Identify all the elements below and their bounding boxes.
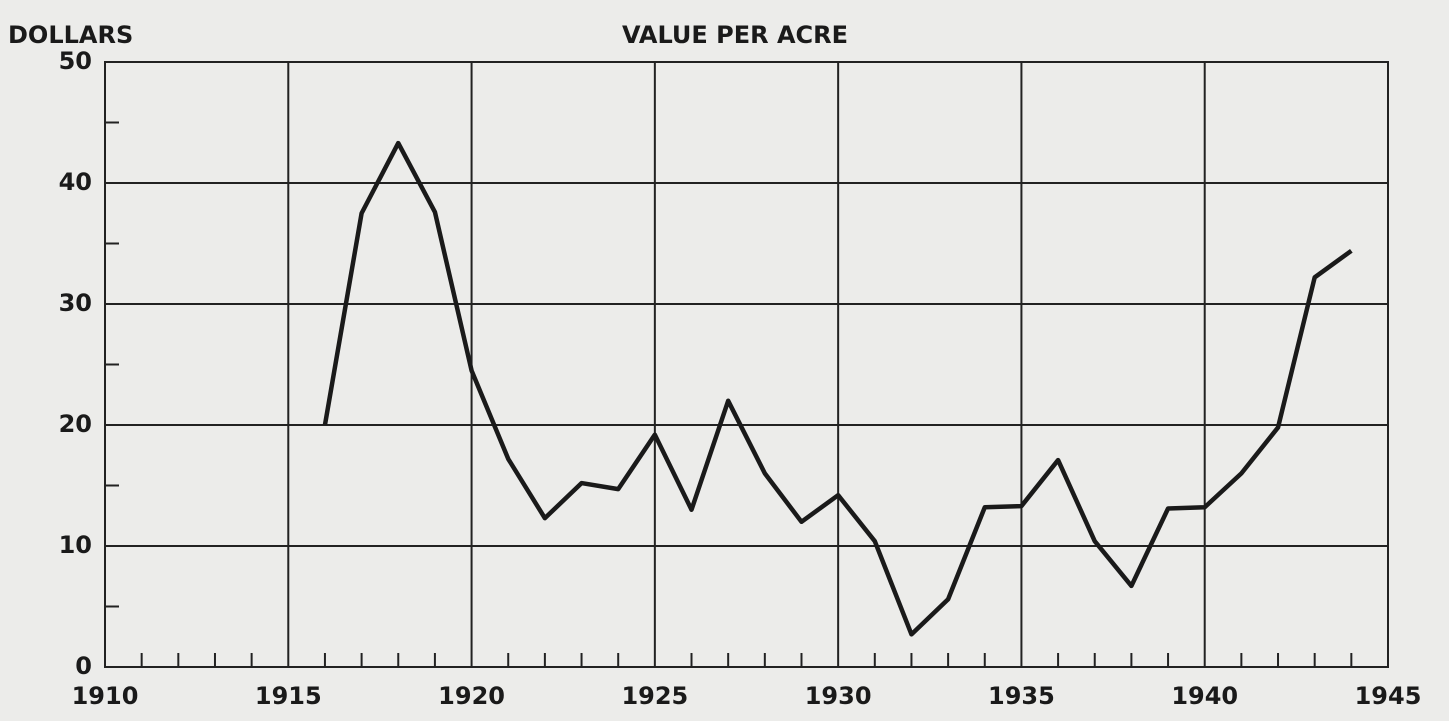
x-tick-label: 1910 — [72, 682, 139, 710]
x-tick-label: 1915 — [255, 682, 322, 710]
y-tick-label: 50 — [59, 47, 92, 75]
y-tick-label: 10 — [59, 531, 92, 559]
x-tick-label: 1935 — [988, 682, 1055, 710]
y-tick-label: 0 — [75, 652, 92, 680]
x-tick-label: 1920 — [438, 682, 505, 710]
plot-frame — [104, 61, 1389, 668]
x-tick-label: 1940 — [1171, 682, 1238, 710]
y-tick-label: 40 — [59, 168, 92, 196]
x-tick-label: 1925 — [621, 682, 688, 710]
y-tick-label: 20 — [59, 410, 92, 438]
data-line — [322, 140, 1353, 637]
y-axis-label: DOLLARS — [8, 21, 133, 49]
x-tick-label: 1930 — [805, 682, 872, 710]
y-tick-label: 30 — [59, 289, 92, 317]
x-tick-label: 1945 — [1355, 682, 1422, 710]
chart-title: VALUE PER ACRE — [622, 21, 848, 49]
